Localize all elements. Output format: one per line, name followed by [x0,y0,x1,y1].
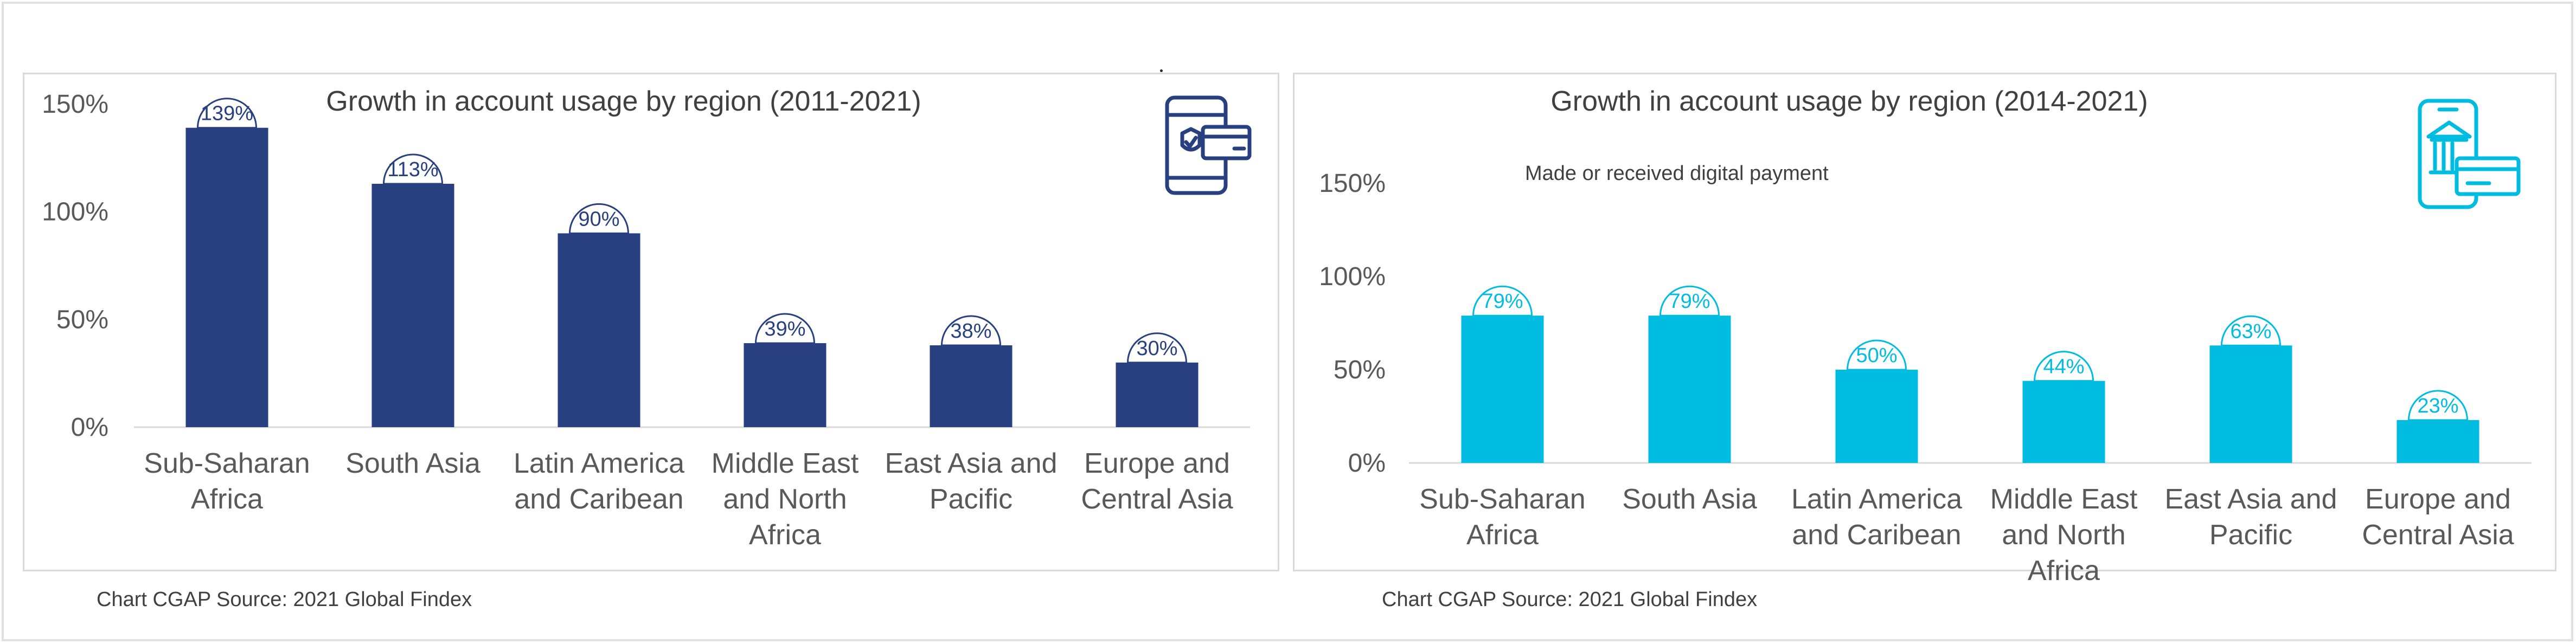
y-tick-label: 100% [1319,262,1386,291]
bar [930,345,1013,427]
x-tick-label: Latin America and Caribean [1791,484,1962,551]
bar [2022,381,2105,463]
data-label-bubble [940,315,1002,346]
data-label: 38% [950,320,991,343]
source-note: Chart CGAP Source: 2021 Global Findex [97,588,472,611]
data-label-bubble [1126,332,1188,364]
data-label-bubble [1472,285,1533,317]
data-label: 44% [2043,356,2084,378]
bar [1116,362,1199,427]
data-label-bubble [1659,285,1720,317]
bar [371,184,454,427]
bar [744,343,826,427]
y-tick-label: 150% [42,90,108,119]
y-tick-label: 50% [1334,356,1386,384]
mobile-card-security-icon [1165,95,1252,195]
bar [1835,370,1918,463]
data-label-bubble [2407,390,2469,421]
x-tick-label: Europe and Central Asia [2362,484,2514,551]
data-label-bubble [196,98,258,129]
bar [185,127,268,427]
data-label: 113% [387,158,438,181]
y-tick-label: 100% [42,198,108,227]
y-tick-label: 50% [56,305,108,334]
data-label-bubble [382,153,444,185]
chart-subtitle: Made or received digital payment [1525,162,1829,185]
x-tick-label: East Asia and Pacific [885,448,1058,515]
bar [2209,345,2292,463]
bar [1648,315,1731,463]
source-note: Chart CGAP Source: 2021 Global Findex [1382,588,1758,611]
data-label: 63% [2230,320,2271,343]
data-label: 139% [201,102,253,125]
y-tick-label: 0% [1348,449,1386,478]
x-tick-label: South Asia [345,448,480,479]
data-label-bubble [2220,315,2282,346]
y-tick-label: 150% [1319,169,1386,198]
plot-area-right: 0% 50% 100% 150% 79% Sub-Saharan Africa 79% Sout… [1319,169,2532,587]
data-label-bubble [754,313,816,344]
stray-dot [1160,69,1163,72]
chart-title: Growth in account usage by region (2011-… [326,86,921,117]
data-label: 39% [764,318,805,340]
plot-area-left: 0% 50% 100% 150% 139% Sub-Saharan Africa 113% So… [42,90,1250,551]
data-label: 79% [1669,290,1710,313]
x-tick-label: Latin America and Caribean [514,448,684,515]
chart-title: Growth in account usage by region (2014-… [1550,86,2148,117]
data-label-bubble [1846,339,1907,371]
x-tick-label: Europe and Central Asia [1081,448,1233,515]
y-tick-label: 0% [71,413,108,442]
bar [558,233,640,427]
bar [2396,420,2479,463]
x-tick-label: Middle East and North Africa [712,448,859,551]
x-tick-label: Sub-Saharan Africa [1419,484,1585,551]
x-tick-label: South Asia [1622,484,1757,515]
x-tick-label: Sub-Saharan Africa [144,448,310,515]
data-label: 23% [2417,395,2458,417]
data-label-bubble [568,203,630,234]
x-tick-label: Middle East and North Africa [1990,484,2138,587]
data-label-bubble [2033,351,2094,382]
data-label: 30% [1136,337,1177,360]
data-label: 79% [1482,290,1523,313]
mobile-bank-card-icon [2418,99,2521,209]
data-label: 50% [1856,344,1897,367]
bar [1461,315,1544,463]
x-tick-label: East Asia and Pacific [2165,484,2337,551]
data-label: 90% [578,208,619,230]
